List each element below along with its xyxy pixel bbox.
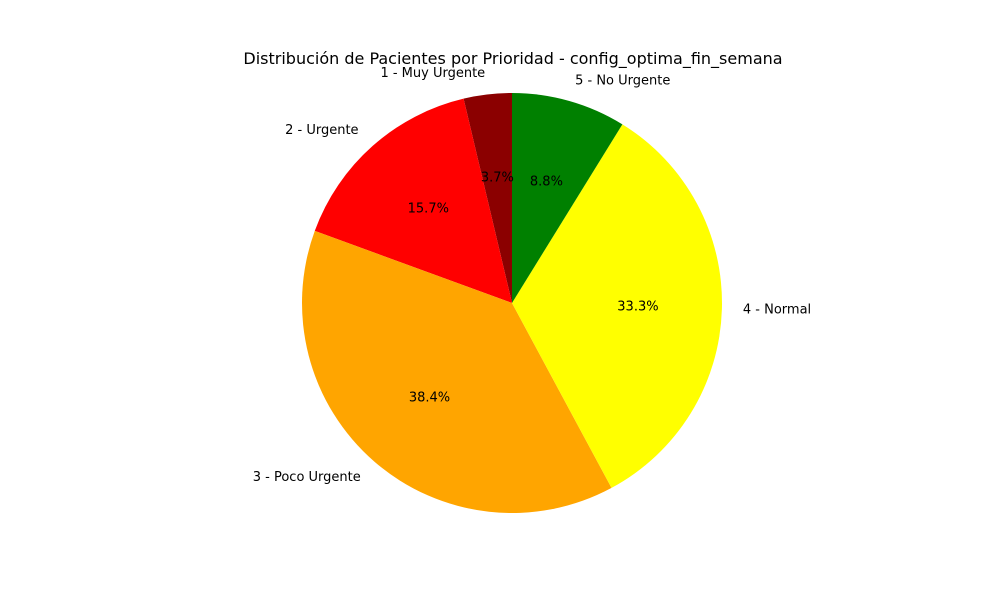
slice-category-label: 2 - Urgente: [285, 123, 358, 138]
slice-percent-label: 15.7%: [408, 201, 449, 216]
slice-category-label: 5 - No Urgente: [575, 73, 670, 88]
slice-category-label: 3 - Poco Urgente: [253, 470, 361, 485]
chart-title: Distribución de Pacientes por Prioridad …: [243, 49, 782, 69]
pie-labels: 1 - Muy Urgente 3.7% 2 - Urgente 15.7% 3 - P…: [253, 66, 811, 485]
pie-slice: [463, 93, 512, 303]
slice-category-label: 1 - Muy Urgente: [380, 66, 485, 81]
pie-slices: [302, 93, 723, 514]
pie-slice: [512, 93, 623, 303]
slice-percent-label: 38.4%: [409, 391, 450, 406]
pie-slice: [512, 124, 723, 488]
pie-slice: [314, 98, 512, 303]
slice-percent-label: 8.8%: [530, 174, 563, 189]
pie-slice: [302, 230, 612, 514]
slice-percent-label: 3.7%: [481, 170, 514, 185]
slice-percent-label: 33.3%: [617, 299, 658, 314]
slice-category-label: 4 - Normal: [743, 302, 811, 317]
